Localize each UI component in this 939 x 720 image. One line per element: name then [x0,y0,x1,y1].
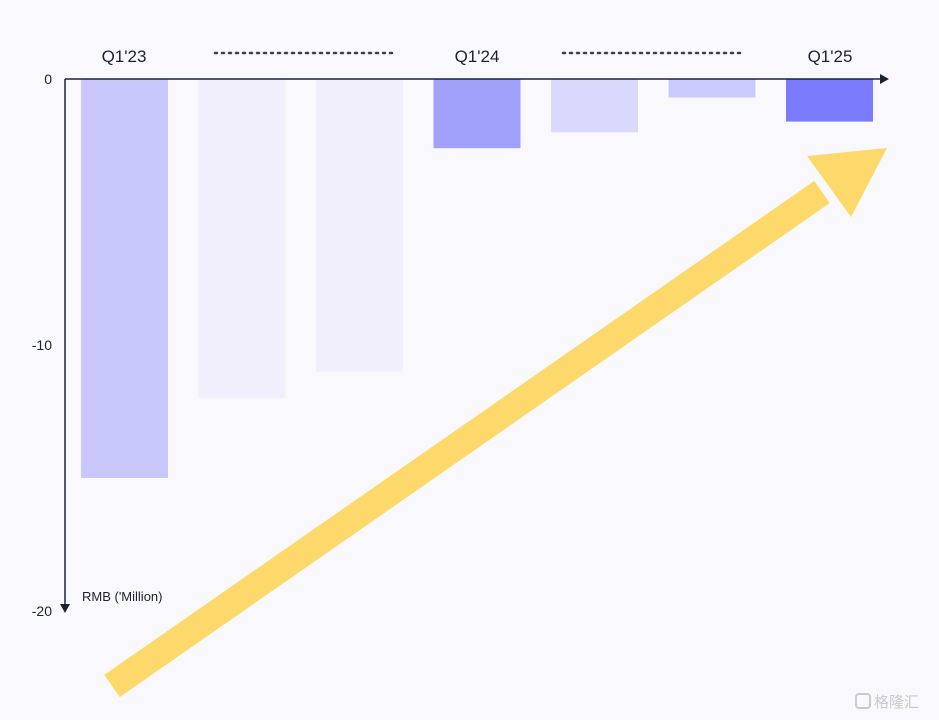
bar-4 [433,79,521,149]
watermark-text: 格隆汇 [874,694,919,711]
period-label-q1-23: Q1'23 [102,47,147,66]
y-tick-label-1: -10 [32,337,52,353]
trend-arrow-shaft [104,180,830,698]
watermark-logo [855,693,871,709]
bar-2 [198,79,286,399]
bar-6 [668,79,756,98]
period-label-q1-24: Q1'24 [455,47,500,66]
bar-7 [786,79,873,122]
y-axis-arrowhead [60,604,70,613]
x-axis-arrowhead [880,74,889,84]
y-tick-label-0: 0 [44,71,52,87]
bar-3 [316,79,403,372]
trend-arrow-head [807,148,887,217]
watermark: 格隆汇 [855,693,919,711]
trend-arrow [104,148,887,698]
bars-layer [81,79,873,478]
bar-5 [551,79,638,133]
period-label-q1-25: Q1'25 [808,47,853,66]
y-tick-label-2: -20 [32,603,52,619]
y-axis-label: RMB ('Million) [82,589,162,604]
bar-1 [81,79,168,478]
